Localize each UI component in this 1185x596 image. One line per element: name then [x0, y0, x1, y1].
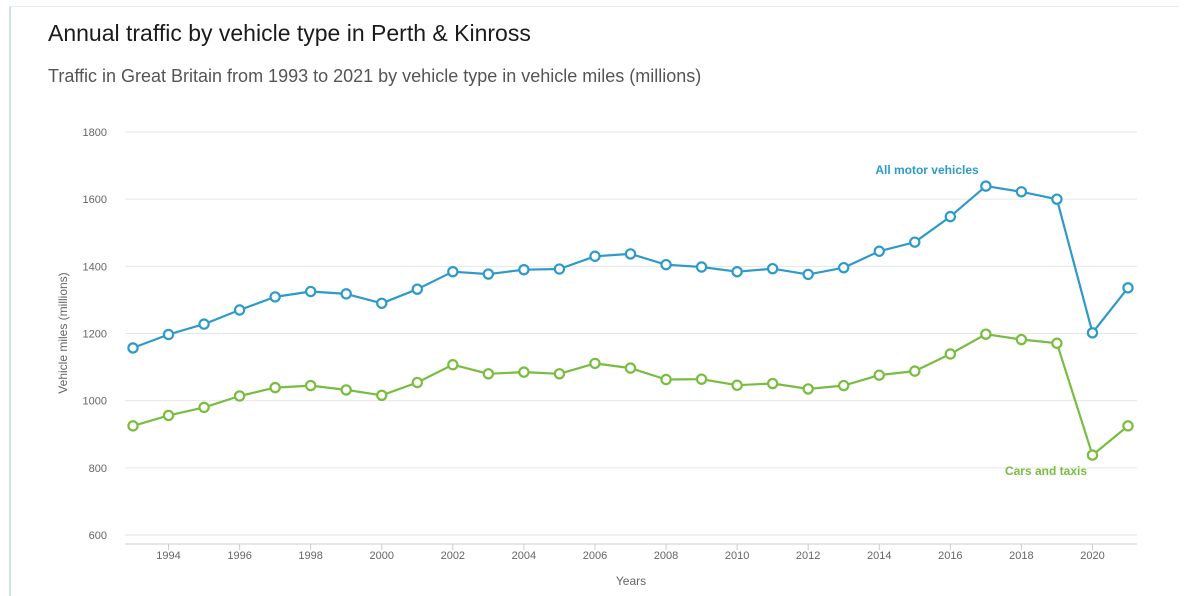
data-point	[660, 258, 672, 271]
y-tick-label: 1200	[83, 329, 107, 341]
data-point	[553, 263, 566, 275]
data-point	[482, 368, 495, 380]
data-point	[873, 369, 885, 381]
chart-subtitle: Traffic in Great Britain from 1993 to 20…	[48, 66, 702, 86]
data-point	[838, 379, 850, 392]
data-point	[980, 328, 992, 340]
y-tick-label: 1800	[83, 127, 107, 139]
x-tick-label: 1996	[227, 550, 251, 562]
x-tick-label: 2000	[370, 550, 394, 562]
data-point	[340, 384, 352, 396]
series	[127, 180, 1134, 461]
data-point	[304, 285, 317, 298]
data-point	[127, 342, 139, 354]
data-point	[589, 357, 601, 370]
data-point	[198, 401, 210, 414]
x-tick-label: 1994	[156, 550, 180, 562]
x-tick-label: 2002	[441, 550, 465, 562]
gridlines	[125, 131, 1137, 536]
data-point	[1015, 333, 1028, 346]
data-point	[624, 248, 637, 260]
data-point	[589, 250, 601, 262]
chart-card	[9, 6, 1179, 596]
data-point	[162, 328, 175, 341]
data-point	[731, 379, 743, 391]
y-tick-label: 1600	[83, 194, 107, 206]
x-tick-label: 2014	[867, 550, 891, 562]
data-point	[766, 262, 779, 275]
x-tick-label: 2018	[1009, 550, 1033, 562]
series-labels: All motor vehicles Cars and taxis	[875, 163, 1087, 478]
data-point	[980, 180, 992, 192]
y-tick-label: 800	[89, 463, 107, 475]
data-point	[447, 266, 459, 278]
data-point	[1122, 420, 1134, 432]
x-tick-label: 2010	[725, 550, 749, 562]
data-point	[873, 245, 885, 257]
data-point	[482, 268, 495, 280]
data-point	[695, 373, 708, 385]
data-point	[695, 261, 708, 273]
x-tick-label: 2012	[796, 550, 820, 562]
data-point	[944, 210, 957, 223]
data-point	[269, 291, 281, 303]
data-point	[233, 390, 246, 402]
y-axis-label: Vehicle miles (millions)	[56, 272, 70, 393]
series-label: All motor vehicles	[875, 163, 979, 177]
x-tick-label: 2020	[1080, 550, 1104, 562]
y-tick-label: 600	[89, 530, 107, 542]
data-point	[447, 359, 459, 371]
data-point	[660, 373, 672, 386]
data-point	[376, 297, 388, 309]
data-point	[731, 266, 743, 278]
data-point	[411, 376, 423, 389]
chart-title: Annual traffic by vehicle type in Perth …	[48, 20, 531, 46]
x-tick-label: 1998	[298, 550, 322, 562]
data-point	[1015, 186, 1028, 198]
data-point	[944, 348, 957, 360]
data-point	[909, 236, 921, 248]
data-point	[766, 377, 779, 390]
x-tick-label: 2016	[938, 550, 962, 562]
y-tick-label: 1000	[83, 396, 107, 408]
data-point	[269, 381, 281, 394]
data-point	[518, 366, 530, 378]
data-point	[1051, 337, 1063, 349]
data-point	[376, 389, 388, 401]
data-point	[198, 318, 210, 330]
data-point	[127, 420, 139, 432]
x-tick-label: 2008	[654, 550, 678, 562]
data-point	[1051, 193, 1063, 205]
data-point	[553, 368, 566, 380]
series-line	[132, 185, 1129, 349]
data-point	[624, 362, 637, 374]
series-label: Cars and taxis	[1005, 464, 1087, 478]
data-point	[802, 268, 814, 281]
x-tick-label: 2006	[583, 550, 607, 562]
data-point	[304, 379, 317, 392]
data-point	[233, 304, 246, 316]
data-point	[518, 263, 530, 276]
axes: 600 800 1000 1200 1400 1600 1800 1994 1996 1998 20…	[83, 127, 1137, 562]
series-line	[132, 333, 1129, 457]
data-point	[909, 365, 921, 377]
y-tick-label: 1400	[83, 261, 107, 273]
data-point	[411, 283, 423, 295]
data-point	[1122, 282, 1134, 294]
data-point	[1086, 327, 1099, 339]
data-point	[802, 383, 814, 395]
data-point	[340, 288, 352, 300]
data-point	[838, 261, 850, 274]
x-tick-label: 2004	[512, 550, 536, 562]
data-point	[1086, 449, 1099, 461]
data-point	[162, 409, 175, 422]
x-axis-label: Years	[616, 574, 646, 588]
